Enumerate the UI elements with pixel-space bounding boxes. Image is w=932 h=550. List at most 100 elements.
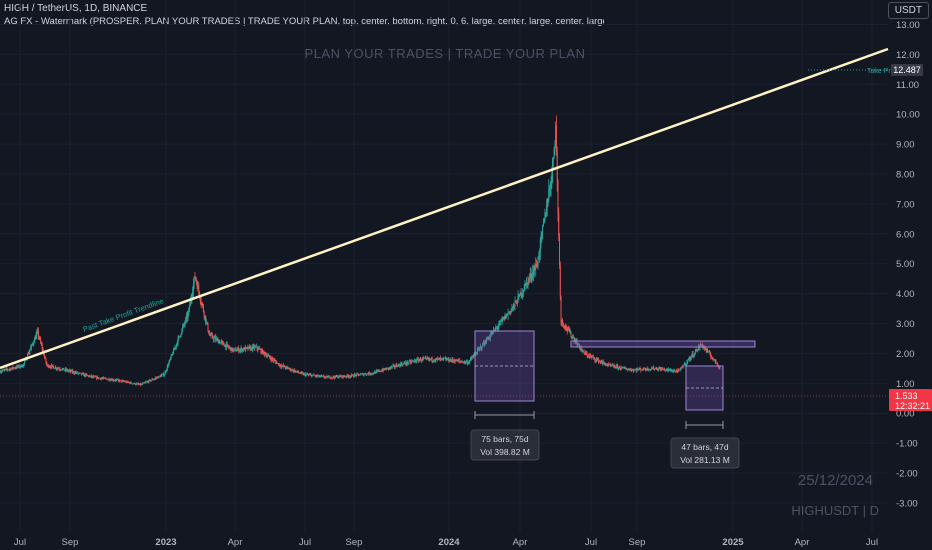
price-tick-label: 13.00: [896, 20, 920, 31]
time-tick-label: Apr: [795, 537, 810, 548]
candle-body: [423, 358, 425, 360]
candle-body: [499, 320, 501, 322]
candle-body: [160, 375, 162, 377]
candle-body: [258, 348, 260, 350]
candle-body: [306, 374, 308, 375]
price-tick-label: 10.00: [896, 110, 920, 121]
candle-body: [713, 358, 715, 360]
candle-body: [60, 369, 62, 371]
candle-body: [712, 358, 714, 360]
candle-body: [570, 331, 572, 337]
candle-body: [653, 367, 655, 370]
candle-body: [119, 380, 121, 381]
candle-body: [133, 383, 135, 385]
price-tick-label: -1.00: [896, 439, 918, 450]
candle-body: [689, 357, 691, 360]
candle-body: [545, 212, 547, 216]
candle-body: [595, 360, 597, 361]
candle-body: [453, 360, 455, 362]
candle-body: [391, 366, 393, 368]
candle-body: [641, 369, 643, 371]
candle-body: [465, 361, 467, 363]
candle-body: [584, 352, 586, 355]
candle-body: [433, 360, 435, 362]
candle-body: [30, 344, 32, 348]
candle-body: [519, 294, 521, 296]
candle-body: [184, 322, 186, 324]
candle-body: [707, 349, 709, 353]
candle-body: [644, 367, 646, 370]
candle-body: [10, 368, 12, 370]
candle-body: [271, 358, 273, 361]
candle-body: [593, 356, 595, 359]
candle-body: [88, 375, 90, 377]
candle-body: [394, 366, 396, 368]
candle-body: [141, 384, 143, 385]
candle-body: [296, 370, 298, 372]
symbol-title[interactable]: HIGH / TetherUS, 1D, BINANCE: [4, 3, 148, 14]
candle-body: [609, 364, 611, 366]
candle-body: [515, 301, 517, 302]
candle-body: [89, 376, 91, 377]
candle-body: [21, 366, 23, 368]
candle-body: [81, 373, 83, 375]
candle-body: [106, 379, 108, 381]
drawings[interactable]: Past Take Profit Trendline Take Profit 75 …: [0, 47, 900, 469]
candle-body: [273, 360, 275, 361]
candle-body: [657, 369, 659, 371]
candle-body: [86, 374, 88, 376]
candle-body: [658, 368, 660, 370]
candle-body: [215, 337, 217, 341]
candle-body: [502, 317, 504, 320]
candle-body: [152, 379, 154, 380]
candle-body: [238, 350, 240, 352]
candle-body: [677, 370, 679, 371]
time-tick-label: Sep: [629, 537, 646, 548]
candle-body: [68, 370, 70, 372]
candle-body: [338, 375, 340, 378]
candle-body: [518, 294, 520, 296]
candle-body: [324, 377, 326, 379]
candle-body: [133, 382, 135, 384]
candle-body: [639, 368, 641, 370]
candle-body: [395, 364, 397, 367]
currency-button[interactable]: USDT: [887, 2, 929, 19]
candle-body: [131, 383, 133, 385]
candle-body: [58, 368, 60, 370]
candle-body: [477, 349, 479, 350]
price-tick-label: 1.00: [896, 379, 915, 390]
candle-body: [183, 323, 185, 325]
candle-body: [533, 268, 535, 275]
candle-body: [153, 378, 155, 380]
candle-body: [538, 257, 540, 258]
candle-body: [424, 357, 426, 359]
candle-body: [526, 282, 528, 286]
candle-body: [405, 363, 407, 365]
candle-body: [130, 382, 132, 384]
candle-body: [606, 364, 608, 366]
candle-body: [492, 331, 494, 335]
candle-body: [311, 374, 313, 377]
indicator-title[interactable]: AG FX - Watermark (PROSPER, PLAN YOUR TR…: [4, 16, 604, 27]
candle-body: [236, 349, 238, 351]
candle-body: [690, 356, 692, 360]
candle-body: [67, 370, 69, 372]
candle-body: [40, 342, 42, 346]
candle-body: [281, 365, 283, 367]
candle-body: [499, 321, 501, 325]
candle-body: [520, 292, 522, 297]
candle-body: [625, 369, 627, 370]
candle-body: [451, 359, 453, 361]
candle-body: [512, 306, 514, 309]
candle-body: [628, 369, 630, 370]
candle-body: [318, 375, 320, 377]
candle-body: [267, 355, 269, 357]
candle-body: [222, 342, 224, 345]
candle-body: [30, 347, 32, 350]
candle-body: [136, 383, 138, 385]
candle-body: [589, 355, 591, 357]
candle-body: [242, 349, 244, 352]
candle-body: [308, 374, 310, 376]
candle-body: [719, 367, 721, 369]
